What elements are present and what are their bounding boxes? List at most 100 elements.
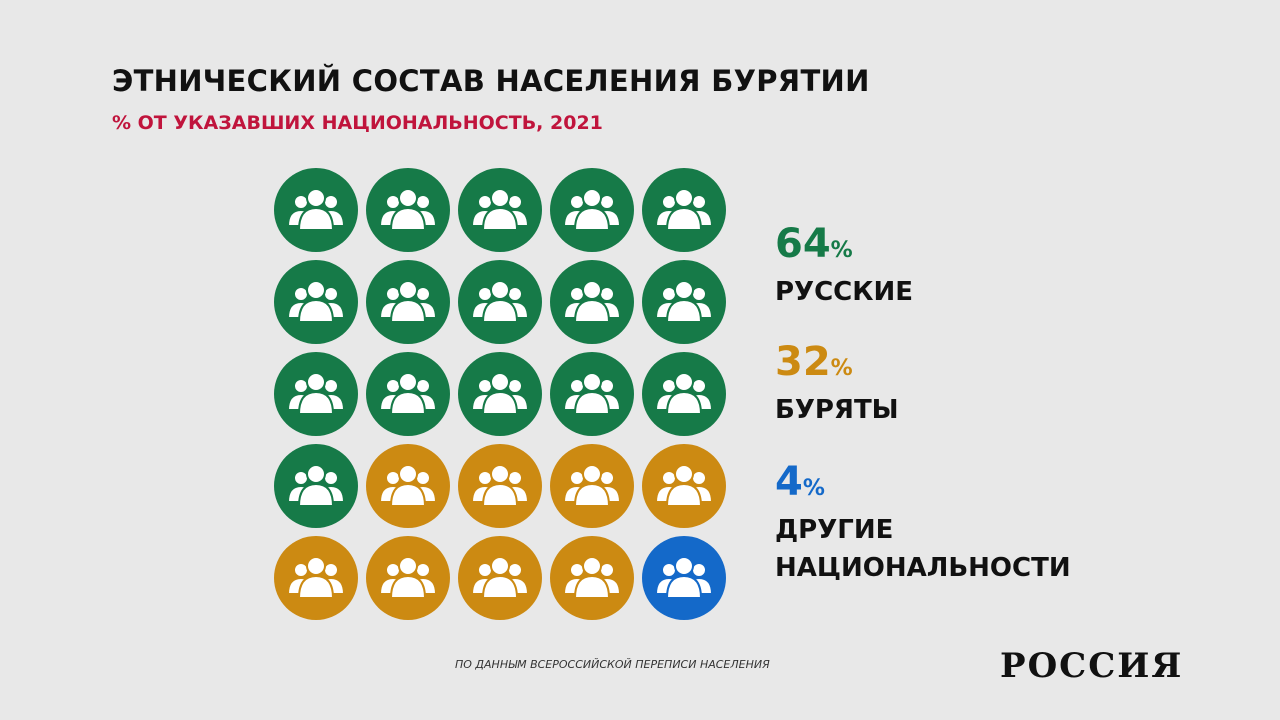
icon-head bbox=[661, 470, 677, 486]
icon-head bbox=[691, 286, 707, 302]
icon-head bbox=[582, 188, 602, 208]
icon-body bbox=[665, 298, 703, 323]
icon-head bbox=[293, 194, 309, 210]
icon-head bbox=[293, 378, 309, 394]
value-unit: % bbox=[830, 238, 853, 263]
icon-head bbox=[490, 556, 510, 576]
icon-body bbox=[481, 574, 519, 599]
icon-head bbox=[674, 372, 694, 392]
icon-head bbox=[661, 562, 677, 578]
waffle-cell bbox=[366, 168, 450, 252]
waffle-cell bbox=[642, 444, 726, 528]
icon-head bbox=[385, 286, 401, 302]
icon-head bbox=[507, 470, 523, 486]
icon-head bbox=[582, 280, 602, 300]
icon-head bbox=[582, 556, 602, 576]
icon-body bbox=[573, 482, 611, 507]
icon-head bbox=[415, 286, 431, 302]
icon-head bbox=[674, 280, 694, 300]
icon-head bbox=[385, 562, 401, 578]
icon-head bbox=[507, 562, 523, 578]
icon-body bbox=[297, 390, 335, 415]
value-label: 64 bbox=[775, 221, 831, 267]
waffle-cell bbox=[458, 168, 542, 252]
waffle-cell bbox=[550, 260, 634, 344]
icon-head bbox=[323, 286, 339, 302]
waffle-cell bbox=[458, 352, 542, 436]
source-note: ПО ДАННЫМ ВСЕРОССИЙСКОЙ ПЕРЕПИСИ НАСЕЛЕН… bbox=[455, 658, 770, 671]
icon-body bbox=[573, 574, 611, 599]
icon-head bbox=[323, 470, 339, 486]
icon-body bbox=[481, 298, 519, 323]
icon-head bbox=[477, 562, 493, 578]
icon-head bbox=[691, 378, 707, 394]
icon-body bbox=[665, 390, 703, 415]
waffle-cell bbox=[274, 352, 358, 436]
logo: РОССИЯ bbox=[1000, 646, 1184, 686]
icon-body bbox=[389, 574, 427, 599]
icon-head bbox=[691, 194, 707, 210]
waffle-cell bbox=[458, 444, 542, 528]
icon-head bbox=[569, 562, 585, 578]
waffle-cell bbox=[550, 444, 634, 528]
icon-head bbox=[415, 470, 431, 486]
icon-body bbox=[573, 390, 611, 415]
icon-head bbox=[306, 188, 326, 208]
icon-head bbox=[661, 378, 677, 394]
icon-head bbox=[507, 378, 523, 394]
icon-head bbox=[599, 194, 615, 210]
icon-body bbox=[573, 298, 611, 323]
legend-value: 4% bbox=[775, 460, 1105, 511]
icon-body bbox=[481, 482, 519, 507]
icon-head bbox=[385, 194, 401, 210]
icon-head bbox=[582, 464, 602, 484]
icon-head bbox=[569, 194, 585, 210]
waffle-cell bbox=[274, 536, 358, 620]
icon-head bbox=[507, 194, 523, 210]
icon-head bbox=[490, 188, 510, 208]
icon-head bbox=[323, 378, 339, 394]
waffle-cell bbox=[274, 444, 358, 528]
icon-body bbox=[481, 390, 519, 415]
legend-label: ДРУГИЕ НАЦИОНАЛЬНОСТИ bbox=[775, 515, 1071, 583]
value-unit: % bbox=[830, 356, 853, 381]
icon-head bbox=[306, 556, 326, 576]
icon-head bbox=[398, 188, 418, 208]
icon-head bbox=[490, 464, 510, 484]
icon-head bbox=[415, 194, 431, 210]
chart-subtitle: % ОТ УКАЗАВШИХ НАЦИОНАЛЬНОСТЬ, 2021 bbox=[112, 112, 603, 134]
icon-head bbox=[582, 372, 602, 392]
icon-head bbox=[477, 286, 493, 302]
icon-head bbox=[490, 280, 510, 300]
icon-head bbox=[398, 372, 418, 392]
waffle-cell bbox=[550, 352, 634, 436]
icon-head bbox=[599, 562, 615, 578]
icon-body bbox=[389, 298, 427, 323]
icon-head bbox=[306, 280, 326, 300]
icon-head bbox=[306, 464, 326, 484]
waffle-cell bbox=[550, 168, 634, 252]
waffle-cell bbox=[642, 536, 726, 620]
waffle-cell bbox=[366, 444, 450, 528]
value-unit: % bbox=[802, 476, 825, 501]
icon-head bbox=[293, 470, 309, 486]
waffle-cell bbox=[642, 352, 726, 436]
icon-head bbox=[306, 372, 326, 392]
icon-body bbox=[297, 206, 335, 231]
icon-body bbox=[665, 482, 703, 507]
icon-head bbox=[674, 464, 694, 484]
legend-item: 32% БУРЯТЫ bbox=[775, 340, 1105, 429]
legend-label: БУРЯТЫ bbox=[775, 395, 899, 425]
waffle-cell bbox=[274, 260, 358, 344]
waffle-cell bbox=[642, 168, 726, 252]
icon-head bbox=[674, 556, 694, 576]
value-label: 4 bbox=[775, 459, 803, 505]
icon-head bbox=[477, 378, 493, 394]
icon-head bbox=[293, 286, 309, 302]
icon-head bbox=[691, 470, 707, 486]
legend-item: 4% ДРУГИЕ НАЦИОНАЛЬНОСТИ bbox=[775, 460, 1105, 587]
waffle-cell bbox=[550, 536, 634, 620]
icon-body bbox=[297, 298, 335, 323]
